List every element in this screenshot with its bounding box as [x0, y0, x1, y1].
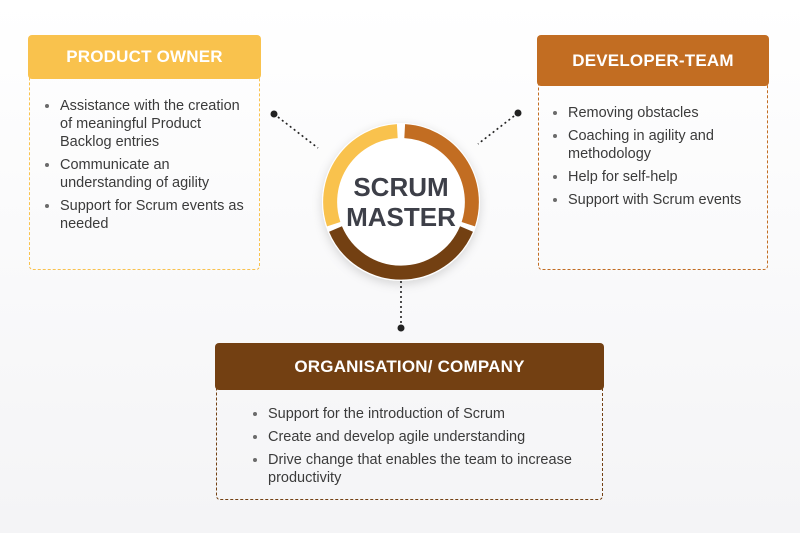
- center-label: SCRUM MASTER: [339, 140, 463, 264]
- connector-dot-organisation: [397, 324, 405, 332]
- developer-team-header: DEVELOPER-TEAM: [537, 35, 769, 86]
- ring-segment-developer-team: [404, 124, 479, 227]
- list-item: Support for the introduction of Scrum: [252, 405, 582, 423]
- product-owner-header: PRODUCT OWNER: [28, 35, 261, 79]
- list-item: Support with Scrum events: [552, 191, 760, 209]
- center-label-line2: MASTER: [346, 202, 456, 232]
- list-item: Coaching in agility and methodology: [552, 127, 760, 163]
- organisation-panel: [216, 370, 603, 500]
- developer-team-panel: [538, 60, 768, 270]
- center-label-line1: SCRUM: [353, 172, 449, 202]
- list-item: Drive change that enables the team to in…: [252, 451, 582, 487]
- developer-team-list: Removing obstacles Coaching in agility a…: [552, 104, 760, 214]
- ring-segment-organisation: [329, 226, 473, 280]
- organisation-list: Support for the introduction of Scrum Cr…: [252, 405, 582, 492]
- organisation-header: ORGANISATION/ COMPANY: [215, 343, 604, 390]
- product-owner-panel: [29, 60, 260, 270]
- list-item: Create and develop agile understanding: [252, 428, 582, 446]
- product-owner-list: Assistance with the creation of meaningf…: [44, 97, 254, 238]
- organisation-title: ORGANISATION/ COMPANY: [294, 356, 525, 376]
- connector-product-owner: [273, 113, 319, 149]
- list-item: Support for Scrum events as needed: [44, 197, 254, 233]
- list-item: Assistance with the creation of meaningf…: [44, 97, 254, 151]
- developer-team-title: DEVELOPER-TEAM: [572, 50, 734, 70]
- product-owner-title: PRODUCT OWNER: [66, 47, 223, 66]
- connector-dot-product-owner: [270, 110, 278, 118]
- connector-dot-developer-team: [514, 109, 522, 117]
- connector-developer-team: [477, 112, 519, 145]
- list-item: Communicate an understanding of agility: [44, 156, 254, 192]
- center-disc: [322, 123, 480, 281]
- list-item: Removing obstacles: [552, 104, 760, 122]
- ring-segment-product-owner: [323, 124, 398, 227]
- list-item: Help for self-help: [552, 168, 760, 186]
